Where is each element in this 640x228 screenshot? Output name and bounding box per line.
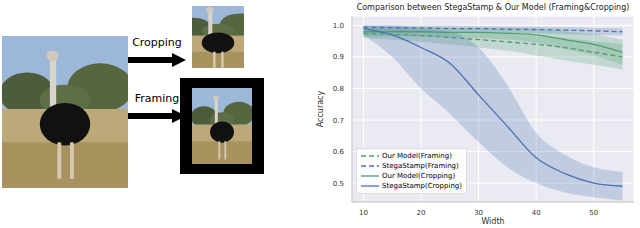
svg-text:0.5: 0.5	[333, 180, 344, 188]
svg-text:30: 30	[474, 209, 483, 217]
svg-text:10: 10	[359, 209, 368, 217]
svg-text:0.6: 0.6	[333, 148, 345, 156]
svg-text:50: 50	[589, 209, 598, 217]
html-text:StegaStamp(Cropping): StegaStamp(Cropping)	[382, 182, 462, 190]
svg-text:0.9: 0.9	[333, 53, 344, 61]
svg-text:20: 20	[417, 209, 426, 217]
svg-text:Accuracy: Accuracy	[316, 90, 325, 127]
svg-text:Width: Width	[481, 217, 504, 226]
html-text:Our Model(Framing): Our Model(Framing)	[382, 152, 452, 160]
html-text:Our Model(Cropping): Our Model(Cropping)	[382, 172, 456, 180]
html-text:Cropping: Cropping	[132, 36, 182, 49]
svg-text:40: 40	[532, 209, 541, 217]
svg-text:0.7: 0.7	[333, 117, 344, 125]
html-text:StegaStamp(Framing): StegaStamp(Framing)	[382, 162, 459, 170]
html-text:Comparison between StegaStamp: Comparison between StegaStamp & Our Mode…	[356, 3, 630, 12]
svg-text:1.0: 1.0	[333, 22, 344, 30]
html-text:Framing: Framing	[134, 92, 180, 105]
svg-text:0.8: 0.8	[333, 85, 344, 93]
